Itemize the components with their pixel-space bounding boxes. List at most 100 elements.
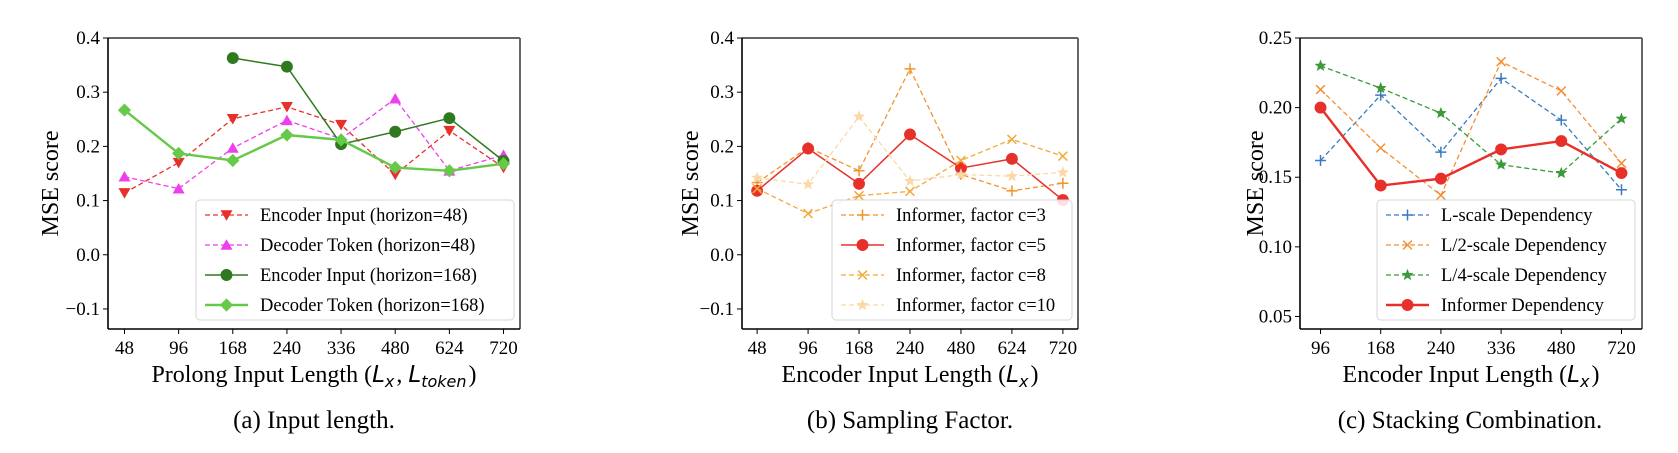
data-point: [1496, 56, 1507, 67]
series-2: [1314, 59, 1628, 179]
data-point: [389, 125, 402, 138]
data-point: [802, 178, 815, 190]
x-tick-label: 168: [845, 338, 874, 359]
x-tick-label: 168: [219, 338, 248, 359]
data-point: [1374, 179, 1387, 192]
y-tick-label: −0.1: [66, 299, 100, 320]
data-point: [1434, 172, 1447, 185]
data-point: [226, 142, 239, 153]
series-3: [751, 110, 1069, 190]
data-point: [1615, 167, 1628, 180]
chart-a: −0.1 0.0 0.1 0.2 0.3 0.4 48 96 168 240 336 480 624 72…: [38, 28, 521, 434]
data-point: [853, 165, 865, 177]
legend-marker: [856, 239, 869, 251]
data-point: [280, 102, 293, 113]
legend: Informer, factor c=3 Informer, factor c=5…: [831, 199, 1073, 321]
legend-label: Encoder Input (horizon=168): [260, 266, 477, 286]
data-point: [1555, 166, 1568, 179]
data-point: [117, 103, 132, 117]
data-point: [443, 112, 456, 125]
x-tick-label: 168: [1366, 338, 1395, 359]
series-2: [226, 52, 510, 167]
x-tick-label: 48: [115, 338, 134, 359]
data-point: [1006, 134, 1017, 145]
x-tick-label: 480: [947, 338, 976, 359]
data-point: [955, 162, 967, 175]
data-point: [1057, 151, 1068, 162]
legend-label: Informer, factor c=8: [896, 266, 1046, 286]
y-tick-label: 0.0: [710, 245, 734, 266]
legend-label: Encoder Input (horizon=48): [260, 206, 468, 226]
series-line: [123, 109, 504, 172]
y-tick-label: 0.20: [1259, 98, 1292, 119]
series-line: [124, 98, 504, 190]
data-point: [1435, 190, 1446, 201]
data-point: [1315, 84, 1326, 95]
series-line: [232, 57, 504, 162]
x-axis-label: Prolong Input Length (Lx , Ltoken ): [151, 362, 476, 391]
data-point: [1006, 185, 1018, 197]
series-3: [1314, 101, 1628, 192]
legend: Encoder Input (horizon=48) Decoder Token …: [195, 199, 515, 321]
series-2: [752, 134, 1068, 219]
data-point: [172, 182, 185, 194]
legend-label: L/4-scale Dependency: [1441, 266, 1608, 286]
x-tick-label: 480: [381, 338, 410, 359]
legend-box: [1376, 199, 1636, 321]
data-point: [172, 146, 186, 161]
data-point: [956, 155, 966, 166]
data-point: [443, 125, 456, 137]
y-tick-label: 0.25: [1259, 28, 1292, 49]
y-tick-label: −0.1: [700, 299, 734, 320]
data-point: [226, 52, 239, 65]
x-tick-label: 240: [896, 338, 925, 359]
data-point: [118, 188, 131, 199]
data-point: [1434, 106, 1447, 119]
x-axis-label: Encoder Input Length (Lx ): [782, 362, 1039, 391]
legend-marker: [219, 298, 234, 312]
data-point: [803, 208, 814, 219]
data-point: [1057, 177, 1069, 189]
chart-c: 0.05 0.10 0.15 0.20 0.25 96 168 240 336 480 720 MSE…: [1243, 28, 1643, 434]
x-tick-label: 720: [1049, 338, 1078, 359]
legend-box: [195, 199, 515, 321]
x-tick-label: 624: [435, 338, 464, 359]
data-point: [1005, 152, 1018, 165]
legend-label: Informer, factor c=10: [896, 296, 1055, 316]
data-point: [1314, 101, 1327, 114]
legend-box: [831, 199, 1073, 321]
legend-label: Decoder Token (horizon=48): [260, 236, 475, 256]
data-point: [1556, 85, 1567, 96]
data-point: [1435, 146, 1447, 158]
data-point: [752, 183, 763, 194]
data-point: [388, 160, 402, 175]
series-line: [1320, 77, 1622, 191]
x-tick-label: 336: [327, 338, 356, 359]
legend-label: Decoder Token (horizon=168): [260, 296, 485, 316]
legend-marker: [1402, 240, 1413, 250]
data-point: [1555, 114, 1567, 126]
chart-b: −0.1 0.0 0.1 0.2 0.3 0.4 48 96 168 240 480 624 720 MS…: [678, 28, 1079, 434]
data-point: [1056, 166, 1069, 178]
data-point: [335, 119, 348, 131]
data-point: [905, 186, 915, 197]
y-tick-label: 0.3: [710, 82, 734, 103]
legend-label: Informer Dependency: [1441, 296, 1605, 316]
y-tick-label: 0.2: [710, 136, 734, 157]
x-tick-label: 336: [1487, 338, 1516, 359]
legend-label: L-scale Dependency: [1441, 206, 1593, 226]
y-tick-label: 0.0: [76, 245, 100, 266]
legend-label: Informer, factor c=3: [896, 206, 1046, 226]
legend-marker: [1401, 299, 1414, 311]
x-tick-label: 624: [998, 338, 1027, 359]
y-tick-label: 0.15: [1259, 167, 1292, 188]
legend-marker: [857, 270, 868, 280]
data-point: [442, 164, 456, 178]
x-tick-label: 96: [169, 338, 188, 359]
x-tick-label: 240: [1427, 338, 1456, 359]
y-axis-label: MSE score: [1243, 131, 1269, 237]
data-point: [172, 157, 185, 169]
data-point: [280, 60, 293, 73]
data-point: [854, 190, 864, 201]
data-point: [1005, 169, 1018, 182]
